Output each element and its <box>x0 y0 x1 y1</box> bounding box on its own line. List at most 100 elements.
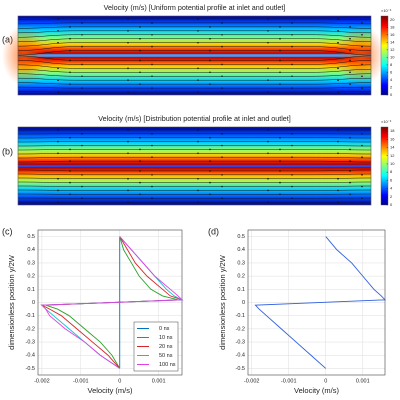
flow-arrow <box>57 67 59 70</box>
flow-arrow <box>349 26 351 28</box>
streamline <box>17 91 372 93</box>
flow-arrow <box>127 129 129 131</box>
y-tick-label: 0.2 <box>237 274 245 280</box>
streamline <box>17 169 372 172</box>
flow-arrow <box>279 26 281 28</box>
flow-arrow <box>69 181 71 184</box>
streamline <box>17 160 372 163</box>
flow-arrow <box>209 71 211 74</box>
panel-label: (b) <box>2 146 13 156</box>
flow-arrow <box>267 152 269 155</box>
colorbar-tick-label: 4 <box>390 186 393 191</box>
flow-arrow <box>197 140 199 143</box>
streamline <box>17 34 372 38</box>
streamline <box>17 60 372 65</box>
x-tick-label: 0.001 <box>356 378 370 384</box>
flow-arrow <box>69 193 71 196</box>
flow-arrow <box>57 30 59 32</box>
flow-arrow <box>139 160 141 162</box>
flow-arrow <box>81 197 83 199</box>
flow-arrow <box>197 67 199 70</box>
x-tick-label: -0.002 <box>244 378 260 384</box>
flow-arrow <box>349 71 351 74</box>
flow-arrow <box>267 18 269 20</box>
field-border <box>17 15 372 96</box>
flow-arrow <box>361 33 363 36</box>
flow-arrow <box>349 193 351 196</box>
flow-arrow <box>151 144 153 147</box>
flow-arrow <box>139 71 141 74</box>
y-axis-label: dimensionless position y/2W <box>7 254 16 350</box>
colorbar-tick-label: 12 <box>390 47 395 52</box>
x-axis-label: Velocity (m/s) <box>294 386 340 395</box>
flow-arrow <box>209 59 211 62</box>
flow-arrow <box>197 129 199 131</box>
flow-arrow <box>291 22 293 24</box>
flow-arrow <box>69 170 71 172</box>
streamline <box>17 22 372 25</box>
flow-arrow <box>349 136 351 139</box>
streamline <box>17 82 372 85</box>
y-tick-label: 0.5 <box>27 234 35 240</box>
y-tick-label: 0.4 <box>237 247 245 253</box>
flow-arrow <box>221 133 223 135</box>
flow-arrow <box>81 156 83 158</box>
flow-arrow <box>69 37 71 40</box>
flow-arrow <box>267 79 269 81</box>
flow-arrow <box>209 148 211 151</box>
flow-arrow <box>349 170 351 172</box>
colorbar-tick-label: 10 <box>390 161 395 166</box>
flow-arrow <box>151 33 153 36</box>
flow-arrow <box>337 41 339 44</box>
colorbar-tick-label: 4 <box>390 77 393 82</box>
flow-arrow <box>69 26 71 28</box>
flow-arrow <box>139 26 141 28</box>
flow-arrow <box>279 193 281 196</box>
flow-arrow <box>209 26 211 28</box>
flow-arrow <box>139 83 141 85</box>
colorbar-tick-label: 6 <box>390 69 393 74</box>
flow-arrow <box>209 37 211 40</box>
flow-arrow <box>151 156 153 158</box>
flow-arrow <box>127 201 129 203</box>
flow-arrow <box>69 136 71 139</box>
flow-arrow <box>221 63 223 66</box>
flow-arrow <box>127 79 129 81</box>
streamline <box>17 26 372 29</box>
y-tick-label: -0.1 <box>26 313 35 319</box>
flow-arrow <box>57 79 59 81</box>
flow-arrow <box>337 67 339 70</box>
flow-arrow <box>151 133 153 135</box>
flow-arrow <box>81 144 83 147</box>
flow-arrow <box>221 144 223 147</box>
flow-arrow <box>279 83 281 85</box>
colorbar-tick-label: 18 <box>390 128 395 133</box>
flow-arrow <box>151 63 153 66</box>
flow-arrow <box>291 75 293 78</box>
series-line <box>40 236 184 369</box>
flow-arrow <box>267 30 269 32</box>
streamline <box>17 145 372 147</box>
flow-arrow <box>291 133 293 135</box>
flow-arrow <box>197 18 199 20</box>
flow-arrow <box>197 152 199 155</box>
flow-arrow <box>57 91 59 93</box>
y-tick-label: 0.5 <box>237 234 245 240</box>
colorbar-tick-label: 18 <box>390 24 395 29</box>
flow-arrow <box>127 177 129 180</box>
flow-arrow <box>221 185 223 188</box>
x-tick-label: -0.001 <box>281 378 297 384</box>
flow-arrow <box>139 193 141 196</box>
flow-arrow <box>197 189 199 192</box>
flow-arrow <box>139 59 141 62</box>
x-tick-label: -0.001 <box>73 378 89 384</box>
flow-arrow <box>197 41 199 44</box>
flow-arrow <box>337 152 339 155</box>
flow-arrow <box>267 41 269 44</box>
flow-arrow <box>57 201 59 203</box>
streamline <box>17 69 372 73</box>
flow-arrow <box>337 79 339 81</box>
flow-arrow <box>337 30 339 32</box>
flow-arrow <box>139 37 141 40</box>
flow-arrow <box>349 49 351 52</box>
